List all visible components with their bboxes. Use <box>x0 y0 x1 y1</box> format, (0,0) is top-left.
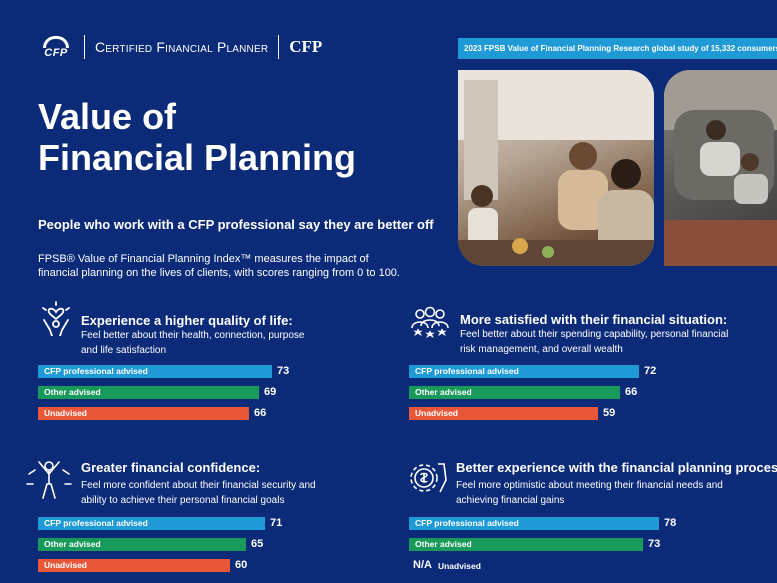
bar-value-label: 69 <box>264 386 277 398</box>
group-stars-icon <box>408 304 452 340</box>
brand-short: CFP <box>289 37 323 56</box>
brand-name: Certified Financial Planner <box>95 39 269 55</box>
section-process-desc: Feel more optimistic about meeting their… <box>456 480 723 506</box>
section-quality-title: Experience a higher quality of life: <box>81 313 293 328</box>
family-sofa-photo <box>664 70 777 266</box>
page-title: Value of Financial Planning <box>38 96 357 178</box>
logo-divider-2 <box>278 35 280 59</box>
section-quality-desc: Feel better about their health, connecti… <box>81 330 305 356</box>
bar-row-2: Unadvised 66 <box>38 407 266 420</box>
bar-value-label: 66 <box>254 407 267 419</box>
bar-na-label: N/A <box>413 559 432 571</box>
logo-divider <box>84 35 85 59</box>
bar-category-label: Unadvised <box>437 560 481 571</box>
bar-value-label: 78 <box>664 517 677 529</box>
bar-value-label: 66 <box>625 386 638 398</box>
logo-row: CFP Certified Financial Planner CFP <box>38 34 322 60</box>
cfp-logo-icon: CFP <box>38 35 74 59</box>
family-kitchen-photo <box>458 70 654 266</box>
bar-value-label: 65 <box>251 538 264 550</box>
bar-value-label: 59 <box>603 407 616 419</box>
bar-row-1: Other advised 66 <box>409 386 637 399</box>
bar-row-0: CFP professional advised 73 <box>38 365 289 378</box>
bar-1: Other advised <box>38 538 246 551</box>
bar-2: Unadvised <box>38 559 230 572</box>
bar-value-label: 71 <box>270 517 283 529</box>
bar-value-label: 73 <box>277 365 290 377</box>
bar-value-label: 60 <box>235 559 248 571</box>
bar-row-2: Unadvised 60 <box>38 559 247 572</box>
heart-person-icon <box>38 300 74 337</box>
bar-value-label: 73 <box>648 538 661 550</box>
confident-person-icon <box>25 458 73 500</box>
index-description: FPSB® Value of Financial Planning Index™… <box>38 253 400 279</box>
page-subtitle: People who work with a CFP professional … <box>38 217 434 232</box>
bar-0: CFP professional advised <box>409 517 659 530</box>
bar-1: Other advised <box>409 386 620 399</box>
bar-1: Other advised <box>409 538 643 551</box>
section-confidence-title: Greater financial confidence: <box>81 460 261 475</box>
bar-row-1: Other advised 73 <box>409 538 660 551</box>
bar-2: Unadvised <box>409 407 598 420</box>
bar-row-1: Other advised 69 <box>38 386 276 399</box>
bar-0: CFP professional advised <box>38 517 265 530</box>
bar-1: Other advised <box>38 386 259 399</box>
section-satisfied-title: More satisfied with their financial situ… <box>460 312 728 327</box>
bar-0: CFP professional advised <box>409 365 639 378</box>
bar-row-0: CFP professional advised 72 <box>409 365 656 378</box>
bar-row-2: Unadvised 59 <box>409 407 615 420</box>
section-satisfied-desc: Feel better about their spending capabil… <box>460 329 729 355</box>
section-process-title: Better experience with the financial pla… <box>456 460 777 475</box>
gear-dollar-hand-icon <box>408 458 450 498</box>
bar-value-label: 72 <box>644 365 657 377</box>
bar-row-0: CFP professional advised 78 <box>409 517 676 530</box>
bar-row-0: CFP professional advised 71 <box>38 517 282 530</box>
section-confidence-desc: Feel more confident about their financia… <box>81 480 316 506</box>
bar-row-1: Other advised 65 <box>38 538 263 551</box>
bar-row-2: N/A Unadvised <box>409 559 481 572</box>
bar-2: Unadvised <box>38 407 249 420</box>
study-banner: 2023 FPSB Value of Financial Planning Re… <box>458 38 777 59</box>
bar-0: CFP professional advised <box>38 365 272 378</box>
